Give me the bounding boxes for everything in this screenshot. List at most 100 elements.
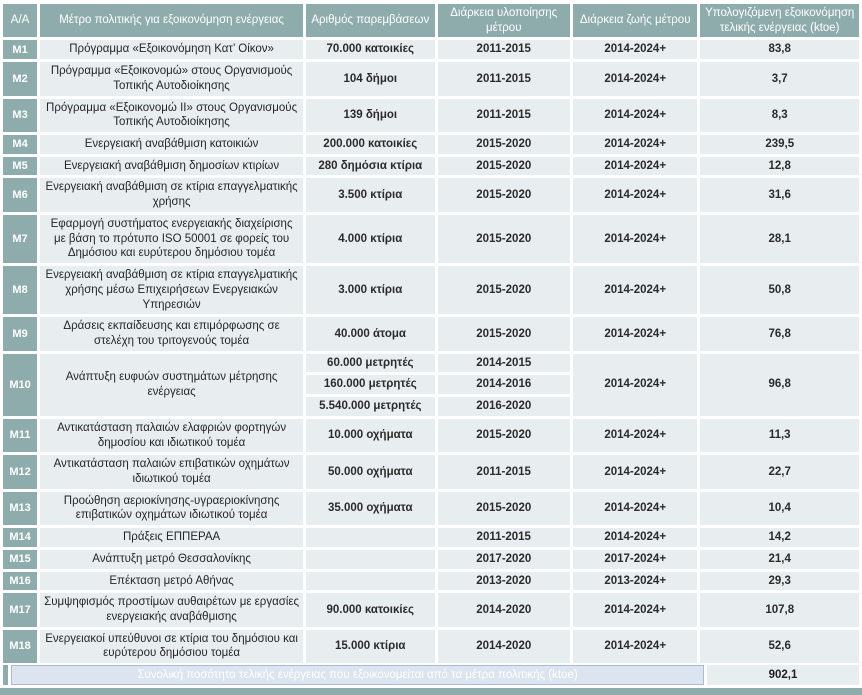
savings-cell-M17: 107,8: [700, 593, 859, 627]
implementation-cell-M7: 2015-2020: [437, 214, 570, 264]
measure-cell-M18: Ενεργειακοί υπεύθυνοι σε κτίρια του δημό…: [40, 629, 304, 664]
row-id-M14: M14: [3, 528, 38, 547]
lifetime-cell-M8: 2014-2024+: [572, 266, 698, 315]
lifetime-cell-M15: 2017-2024+: [572, 549, 698, 569]
implementation-cell-M18: 2014-2020: [437, 629, 570, 664]
row-id-M3: M3: [3, 98, 38, 133]
savings-cell-M8: 50,8: [700, 266, 859, 315]
measure-cell-M10: Ανάπτυξη ευφυών συστημάτων μέτρησης ενέρ…: [40, 353, 304, 416]
implementation-cell-M12: 2011-2015: [437, 455, 570, 489]
lifetime-cell-M7: 2014-2024+: [572, 214, 698, 264]
energy-measures-table: Α/Α Μέτρο πολιτικής για εξοικονόμηση ενέρ…: [0, 1, 862, 666]
implementation-cell-M17: 2014-2020: [437, 593, 570, 627]
table-body: M1 Πρόγραμμα «Εξοικονόμηση Κατ’ Οίκον» 70.…: [3, 40, 859, 664]
total-value: 902,1: [707, 665, 859, 686]
savings-cell-M13: 10,4: [700, 491, 859, 526]
lifetime-cell-M18: 2014-2024+: [572, 629, 698, 664]
savings-cell-M2: 3,7: [700, 62, 859, 96]
column-header-0: Α/Α: [3, 4, 38, 38]
table-row-M10-sub1: M10 Ανάπτυξη ευφυών συστημάτων μέτρησης ε…: [3, 353, 859, 416]
implementation-cell-M16: 2013-2020: [437, 571, 570, 591]
savings-cell-M7: 28,1: [700, 214, 859, 264]
row-id-M7: M7: [3, 214, 38, 264]
savings-cell-M4: 239,5: [700, 135, 859, 154]
measure-cell-M17: Συμψηφισμός προστίμων αυθαιρέτων με εργα…: [40, 593, 304, 627]
table-row-M1: M1 Πρόγραμμα «Εξοικονόμηση Κατ’ Οίκον» 70.…: [3, 40, 859, 60]
savings-cell-M5: 12,8: [700, 156, 859, 176]
interventions-cell-M13: 35.000 οχήματα: [306, 491, 435, 526]
measure-cell-M16: Επέκταση μετρό Αθήνας: [40, 571, 304, 591]
measure-cell-M11: Αντικατάσταση παλαιών ελαφριών φορτηγών …: [40, 418, 304, 453]
table-row-M2: M2 Πρόγραμμα «Εξοικονομώ» στους Οργανισμο…: [3, 62, 859, 96]
interventions-cell-M9: 40.000 άτομα: [306, 317, 435, 351]
row-id-M6: M6: [3, 178, 38, 212]
row-id-M10: M10: [3, 353, 38, 416]
measure-cell-M4: Ενεργειακή αναβάθμιση κατοικιών: [40, 135, 304, 154]
row-id-M8: M8: [3, 266, 38, 315]
interventions-cell-M18: 15.000 κτίρια: [306, 629, 435, 664]
interventions-cell-M10: 60.000 μετρητές: [306, 353, 435, 373]
total-row: Συνολική ποσότητα τελικής ενέργειας που …: [0, 665, 862, 686]
savings-cell-M10: 96,8: [700, 353, 859, 416]
measure-cell-M12: Αντικατάσταση παλαιών επιβατικών οχημάτω…: [40, 455, 304, 489]
lifetime-cell-M3: 2014-2024+: [572, 98, 698, 133]
implementation-cell-M14: 2011-2015: [437, 528, 570, 547]
lifetime-cell-M1: 2014-2024+: [572, 40, 698, 60]
table-row-M12: M12 Αντικατάσταση παλαιών επιβατικών οχημ…: [3, 455, 859, 489]
implementation-cell-M15: 2017-2020: [437, 549, 570, 569]
row-id-M11: M11: [3, 418, 38, 453]
implementation-cell-M9: 2015-2020: [437, 317, 570, 351]
row-id-M17: M17: [3, 593, 38, 627]
table-row-M16: M16 Επέκταση μετρό Αθήνας 2013-2020 2013-20…: [3, 571, 859, 591]
table-row-M4: M4 Ενεργειακή αναβάθμιση κατοικιών 200.000…: [3, 135, 859, 154]
implementation-cell-M2: 2011-2015: [437, 62, 570, 96]
savings-cell-M15: 21,4: [700, 549, 859, 569]
savings-cell-M16: 29,3: [700, 571, 859, 591]
measure-cell-M7: Εφαρμογή συστήματος ενεργειακής διαχείρι…: [40, 214, 304, 264]
interventions-cell-M15: [306, 549, 435, 569]
implementation-cell-M8: 2015-2020: [437, 266, 570, 315]
table-row-M6: M6 Ενεργειακή αναβάθμιση σε κτίρια επαγγε…: [3, 178, 859, 212]
row-id-M9: M9: [3, 317, 38, 351]
row-id-M15: M15: [3, 549, 38, 569]
table-row-M8: M8 Ενεργειακή αναβάθμιση σε κτίρια επαγγε…: [3, 266, 859, 315]
row-id-M16: M16: [3, 571, 38, 591]
column-header-2: Αριθμός παρεμβάσεων: [306, 4, 435, 38]
table-row-M13: M13 Προώθηση αεριοκίνησης-υγραεριοκίνησης…: [3, 491, 859, 526]
interventions-cell-M2: 104 δήμοι: [306, 62, 435, 96]
implementation-cell-M13: 2015-2020: [437, 491, 570, 526]
savings-cell-M3: 8,3: [700, 98, 859, 133]
lifetime-cell-M5: 2014-2024+: [572, 156, 698, 176]
implementation-cell-M5: 2015-2020: [437, 156, 570, 176]
table-bottom-strip: [0, 688, 862, 695]
table-header: Α/Α Μέτρο πολιτικής για εξοικονόμηση ενέρ…: [3, 4, 859, 38]
measure-cell-M14: Πράξεις ΕΠΠΕΡΑΑ: [40, 528, 304, 547]
lifetime-cell-M13: 2014-2024+: [572, 491, 698, 526]
table-row-M9: M9 Δράσεις εκπαίδευσης και επιμόρφωσης σε…: [3, 317, 859, 351]
row-id-M5: M5: [3, 156, 38, 176]
interventions-cell-M6: 3.500 κτίρια: [306, 178, 435, 212]
table-row-M3: M3 Πρόγραμμα «Εξοικονομώ ΙΙ» στους Οργανι…: [3, 98, 859, 133]
interventions-cell-M4: 200.000 κατοικίες: [306, 135, 435, 154]
implementation-cell-M4: 2015-2020: [437, 135, 570, 154]
table-row-M7: M7 Εφαρμογή συστήματος ενεργειακής διαχεί…: [3, 214, 859, 264]
savings-cell-M9: 76,8: [700, 317, 859, 351]
measure-cell-M13: Προώθηση αεριοκίνησης-υγραεριοκίνησης επ…: [40, 491, 304, 526]
savings-cell-M14: 14,2: [700, 528, 859, 547]
row-id-M2: M2: [3, 62, 38, 96]
table-row-M5: M5 Ενεργειακή αναβάθμιση δημοσίων κτιρίων…: [3, 156, 859, 176]
implementation-cell-M1: 2011-2015: [437, 40, 570, 60]
table-row-M15: M15 Ανάπτυξη μετρό Θεσσαλονίκης 2017-2020 2…: [3, 549, 859, 569]
lifetime-cell-M11: 2014-2024+: [572, 418, 698, 453]
interventions-cell-M12: 50.000 οχήματα: [306, 455, 435, 489]
total-label: Συνολική ποσότητα τελικής ενέργειας που …: [11, 665, 704, 686]
row-id-M4: M4: [3, 135, 38, 154]
lifetime-cell-M4: 2014-2024+: [572, 135, 698, 154]
column-header-3: Διάρκεια υλοποίησης μέτρου: [437, 4, 570, 38]
row-id-M1: M1: [3, 40, 38, 60]
row-id-M13: M13: [3, 491, 38, 526]
interventions-cell-M10: 5.540.000 μετρητές: [306, 397, 435, 416]
implementation-cell-M10: 2016-2020: [437, 397, 570, 416]
savings-cell-M12: 22,7: [700, 455, 859, 489]
measure-cell-M2: Πρόγραμμα «Εξοικονομώ» στους Οργανισμούς…: [40, 62, 304, 96]
